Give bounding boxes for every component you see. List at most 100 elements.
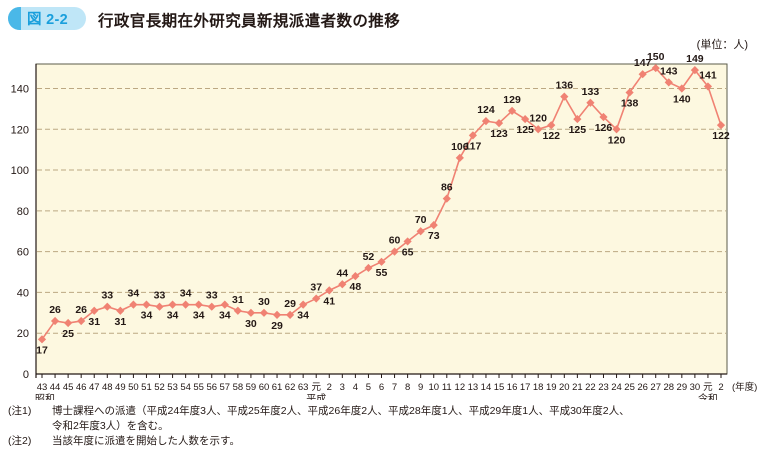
data-point-marker [638,70,647,79]
x-axis-tick-label: 23 [598,382,609,393]
data-point-marker [703,82,713,91]
data-point-marker [246,308,256,317]
data-point-label: 106 [451,141,469,153]
data-point-marker [442,194,451,203]
line-chart: 0 20 40 60 80 100 120 140 43 44 45 46 47 48 49 50 51 52 53… [0,52,760,400]
data-point-label: 34 [167,310,179,322]
figure-number-badge: 図 2-2 [8,7,86,30]
data-point-label: 25 [62,328,74,340]
data-point-marker [90,306,99,315]
data-point-label: 143 [660,65,678,77]
data-point-marker [664,78,673,87]
x-axis-tick-label: 5 [366,382,371,393]
x-axis-tick-label: 59 [246,382,257,393]
note-2-tag: (注2) [8,435,32,448]
data-point-label: 33 [154,290,166,302]
data-point-marker [37,335,47,344]
data-point-marker [625,88,634,97]
x-axis-tick-label: 25 [624,382,635,393]
data-point-label: 26 [49,304,61,316]
data-point-marker [220,300,229,309]
data-point-marker [481,117,491,126]
data-point-marker [716,121,726,130]
data-point-label: 37 [310,282,322,294]
data-point-label: 60 [389,235,401,247]
figure-number-label: 図 2-2 [27,12,68,28]
x-axis-tick-label: 9 [418,382,423,393]
data-point-label: 125 [569,124,587,136]
x-axis-tick-label: 26 [637,382,648,393]
x-axis-tick-label: 22 [585,382,596,393]
data-point-label: 123 [490,128,508,140]
note-1: (注1) 博士課程への派遣（平成24年度3人、平成25年度2人、平成26年度2人… [8,404,752,419]
data-point-label: 149 [686,53,704,65]
data-point-marker [142,300,151,309]
note-1-tag: (注1) [8,405,32,417]
data-point-marker [259,308,269,317]
note-2-text: 当該年度に派遣を開始した人数を示す。 [52,435,240,448]
data-point-marker [272,310,282,319]
data-point-marker [534,125,543,134]
x-axis-tick-label: 53 [167,382,178,393]
data-point-label: 117 [464,140,481,152]
x-axis-tick-label: 29 [677,382,688,393]
data-point-label: 73 [428,230,440,242]
data-point-marker [494,119,504,128]
x-axis-tick-label: 54 [180,382,191,393]
data-point-label: 136 [556,80,574,92]
era-label-昭和: 昭和 [35,393,55,400]
data-point-marker [390,247,399,256]
x-axis-tick-label: 43 [37,382,48,393]
x-axis-tick-label: 55 [193,382,204,393]
y-axis-tick-label: 100 [11,165,29,177]
x-axis-tick-label: 30 [690,382,701,393]
data-point-label: 129 [503,94,521,106]
data-point-label: 30 [258,296,270,308]
x-axis-tick-label: 11 [442,382,452,393]
data-point-label: 150 [647,52,665,63]
data-point-marker [50,316,60,326]
data-point-label: 33 [206,290,218,302]
data-point-marker [129,300,138,309]
data-point-marker [194,300,203,309]
y-axis-tick-label: 0 [23,369,29,381]
x-axis-tick-label: 46 [76,382,87,393]
x-axis-tick-label: 62 [285,382,296,393]
x-axis-unit-label: (年度) [732,381,757,393]
data-point-label: 33 [101,290,113,302]
data-point-marker [351,272,360,281]
data-point-label: 34 [180,288,192,300]
x-axis-tick-label: 14 [481,382,492,393]
note-1-text: 博士課程への派遣（平成24年度3人、平成25年度2人、平成26年度2人、平成28… [52,405,630,417]
data-point-label: 34 [297,310,309,322]
data-point-marker [690,66,699,75]
note-2: (注2) 当該年度に派遣を開始した人数を示す。 [8,434,752,449]
data-point-marker [651,63,660,73]
data-point-label: 34 [141,310,153,322]
data-point-label: 147 [634,57,652,69]
x-axis-tick-label: 27 [650,382,661,393]
data-point-marker [612,125,621,134]
x-axis-tick-label: 7 [392,382,397,393]
data-point-marker [64,318,73,328]
data-point-label: 55 [376,267,388,279]
x-axis-tick-label: 10 [428,382,439,393]
data-point-label: 34 [128,288,140,300]
x-axis-tick-label: 49 [115,382,126,393]
data-point-label: 138 [621,98,639,110]
data-point-marker [416,227,425,236]
data-point-label: 44 [336,267,348,279]
x-axis-tick-label: 8 [405,382,410,393]
data-point-marker [207,302,216,311]
data-point-label: 48 [350,281,362,293]
x-axis-tick-label: 13 [468,382,479,393]
data-point-marker [560,92,569,101]
data-point-marker [103,302,112,311]
data-point-label: 141 [699,69,717,81]
x-axis-tick-label: 21 [572,382,583,393]
data-point-marker [468,131,478,140]
x-axis-tick-label: 44 [50,382,61,393]
y-axis-tick-label: 40 [17,287,29,299]
x-axis-tick-label: 48 [102,382,113,393]
